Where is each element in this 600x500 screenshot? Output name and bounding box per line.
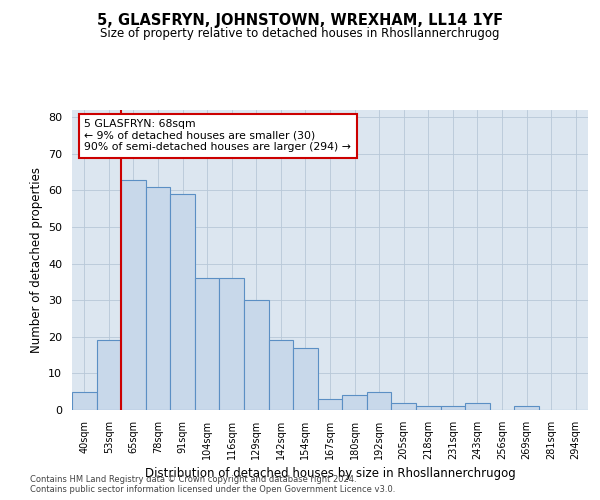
- Bar: [195, 278, 220, 410]
- Text: Size of property relative to detached houses in Rhosllannerchrugog: Size of property relative to detached ho…: [100, 28, 500, 40]
- Bar: [293, 348, 318, 410]
- Bar: [220, 278, 244, 410]
- Bar: [244, 300, 269, 410]
- Text: Contains public sector information licensed under the Open Government Licence v3: Contains public sector information licen…: [30, 485, 395, 494]
- Bar: [318, 399, 342, 410]
- Bar: [269, 340, 293, 410]
- Text: Contains HM Land Registry data © Crown copyright and database right 2024.: Contains HM Land Registry data © Crown c…: [30, 475, 356, 484]
- Bar: [367, 392, 391, 410]
- Y-axis label: Number of detached properties: Number of detached properties: [29, 167, 43, 353]
- Bar: [391, 402, 416, 410]
- Bar: [97, 340, 121, 410]
- Bar: [146, 187, 170, 410]
- Text: 5, GLASFRYN, JOHNSTOWN, WREXHAM, LL14 1YF: 5, GLASFRYN, JOHNSTOWN, WREXHAM, LL14 1Y…: [97, 12, 503, 28]
- Bar: [465, 402, 490, 410]
- Bar: [170, 194, 195, 410]
- X-axis label: Distribution of detached houses by size in Rhosllannerchrugog: Distribution of detached houses by size …: [145, 468, 515, 480]
- Text: 5 GLASFRYN: 68sqm
← 9% of detached houses are smaller (30)
90% of semi-detached : 5 GLASFRYN: 68sqm ← 9% of detached house…: [84, 119, 351, 152]
- Bar: [514, 406, 539, 410]
- Bar: [440, 406, 465, 410]
- Bar: [121, 180, 146, 410]
- Bar: [72, 392, 97, 410]
- Bar: [342, 396, 367, 410]
- Bar: [416, 406, 440, 410]
